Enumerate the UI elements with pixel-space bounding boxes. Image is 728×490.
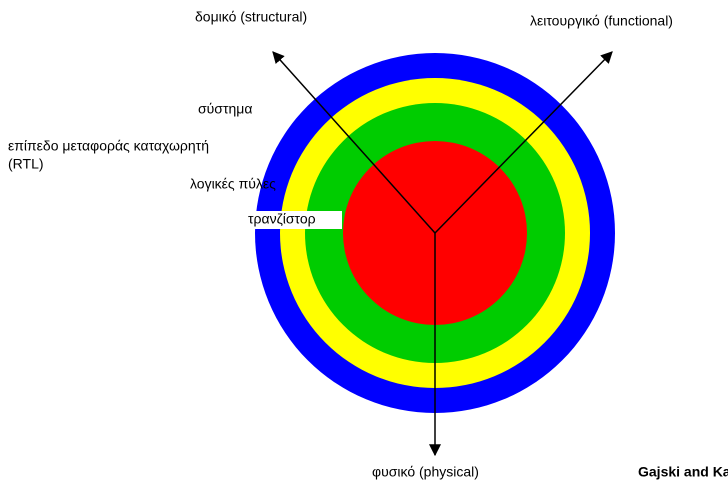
label-bg [246,211,342,229]
level-label: (RTL) [8,156,44,172]
level-label: σύστημα [198,101,252,117]
axis-label: λειτουργικό (functional) [530,13,673,29]
level-label: επίπεδο μεταφοράς καταχωρητή [8,138,209,154]
axis-label: δομικό (structural) [195,9,307,25]
level-label: τρανζίστορ [248,211,316,227]
functional-axis [434,51,613,234]
axis-label: φυσικό (physical) [372,464,479,480]
credit: Gajski and Ka [638,464,728,480]
structural-axis [272,51,436,234]
level-label: λογικές πύλες [190,176,276,192]
